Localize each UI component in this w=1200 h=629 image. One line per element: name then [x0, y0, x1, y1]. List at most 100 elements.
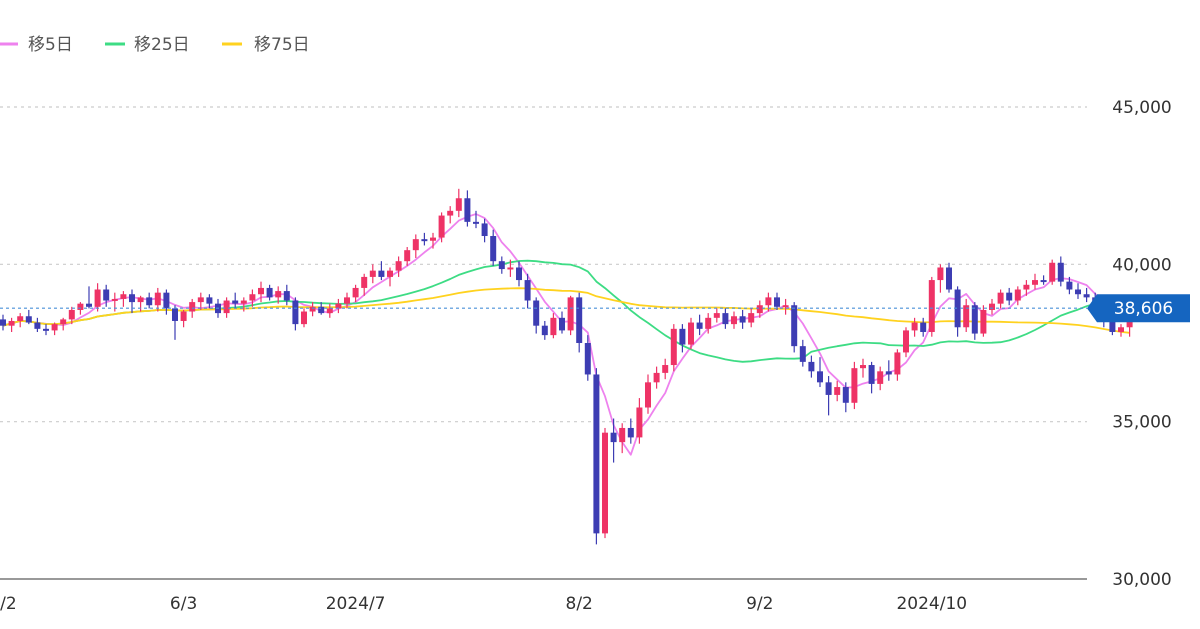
candle-body — [103, 289, 110, 301]
candle — [679, 324, 686, 353]
candle — [645, 374, 651, 414]
candle-body — [1006, 292, 1013, 301]
candle — [756, 300, 763, 318]
candle — [722, 308, 729, 329]
candle-body — [172, 308, 178, 321]
candle-body — [722, 313, 729, 325]
candle — [1006, 287, 1013, 306]
candle — [68, 306, 75, 325]
candle-body — [481, 223, 488, 237]
candle-body — [653, 372, 660, 383]
candle-body — [636, 407, 643, 438]
candle-body — [275, 291, 282, 298]
candle-body — [378, 270, 385, 277]
candle — [782, 298, 789, 315]
candle — [1083, 287, 1090, 303]
candle-body — [868, 365, 875, 384]
candle-body — [163, 292, 170, 309]
candle — [636, 398, 643, 444]
candle-body — [799, 346, 806, 362]
candle-body — [111, 298, 118, 301]
candle — [378, 261, 385, 281]
candle — [877, 366, 884, 391]
candle — [8, 317, 15, 332]
candle — [0, 314, 6, 331]
y-tick-label: 40,000 — [1112, 255, 1171, 275]
candle-body — [507, 267, 514, 270]
candle-body — [688, 322, 694, 345]
candle-body — [954, 289, 961, 328]
legend-item-ma25[interactable]: 移25日 — [105, 35, 190, 55]
candle-body — [249, 294, 256, 301]
candle — [481, 218, 488, 243]
candle-body — [189, 302, 196, 312]
candle-body — [8, 320, 15, 326]
candle-body — [146, 297, 153, 306]
y-axis-ticks: 45,000 40,000 35,000 30,000 — [1112, 98, 1171, 590]
candle-body — [903, 330, 909, 353]
candle-body — [541, 325, 548, 336]
candle-body — [473, 221, 479, 224]
candle-body — [713, 313, 720, 318]
candle — [318, 302, 325, 315]
candle — [309, 302, 316, 317]
candle-body — [447, 210, 454, 216]
candle-body — [421, 239, 428, 242]
candle — [86, 286, 92, 309]
candle-body — [129, 294, 135, 303]
candle — [516, 261, 522, 287]
candle — [455, 188, 462, 218]
legend-item-ma75[interactable]: 移75日 — [222, 35, 310, 55]
candle-body — [361, 276, 368, 288]
candle — [498, 256, 505, 274]
candle — [739, 309, 746, 329]
candle-body — [602, 432, 608, 534]
candle — [705, 313, 712, 334]
candle-body — [946, 267, 952, 290]
candle — [283, 284, 290, 306]
candle-body — [154, 292, 161, 306]
candle — [989, 298, 995, 315]
x-axis-ticks: 5/2 6/3 2024/7 8/2 9/2 2024/10 — [0, 594, 967, 614]
legend-item-ma5[interactable]: 移5日 — [0, 35, 73, 55]
candle — [946, 262, 952, 293]
candle — [1075, 283, 1081, 299]
candle-body — [533, 300, 540, 326]
candle-body — [920, 322, 927, 332]
candle — [842, 382, 849, 413]
candle — [464, 190, 471, 227]
candle — [593, 368, 600, 545]
moving-average-lines — [2, 213, 1130, 456]
candle — [301, 308, 307, 328]
candle — [1040, 275, 1047, 285]
candle — [791, 302, 798, 353]
candle-body — [748, 313, 755, 323]
candle — [240, 297, 247, 312]
candle-body — [834, 387, 841, 395]
candle-body — [223, 300, 230, 314]
candle — [292, 297, 299, 331]
candle — [713, 308, 720, 323]
candle — [799, 339, 806, 367]
candle-body — [43, 328, 49, 331]
current-price-badge: 38,606 — [1087, 294, 1190, 323]
candle — [197, 292, 204, 310]
candle — [430, 232, 436, 249]
candle — [275, 286, 282, 304]
candle-body — [662, 365, 669, 373]
candle — [129, 289, 135, 314]
candle — [533, 297, 540, 334]
legend-label-ma5: 移5日 — [28, 35, 73, 55]
candle-body — [0, 319, 6, 326]
candle-body — [1057, 262, 1064, 282]
candle-body — [240, 300, 247, 304]
candle — [1066, 276, 1073, 295]
candle-body — [937, 267, 944, 281]
candle-body — [851, 368, 858, 403]
candle-body — [980, 309, 987, 334]
candle — [326, 303, 333, 318]
candle-body — [86, 303, 92, 307]
candle — [146, 292, 153, 309]
x-tick-label: 5/2 — [0, 594, 17, 614]
candle — [653, 366, 660, 389]
